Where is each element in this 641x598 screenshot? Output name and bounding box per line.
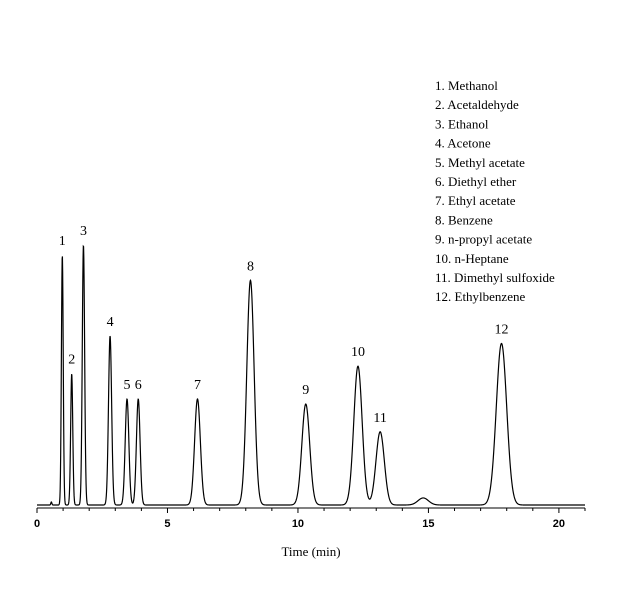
- peak-label-6: 6: [135, 378, 142, 393]
- x-axis: 0 5 10 15 20: [34, 507, 586, 530]
- x-tick-label: 15: [422, 518, 434, 530]
- legend-entry: 10. n-Heptane: [435, 251, 509, 266]
- peak-label-12: 12: [494, 322, 508, 337]
- x-tick-label: 20: [553, 518, 565, 530]
- legend-entry: 6. Diethyl ether: [435, 174, 517, 189]
- peak-label-2: 2: [68, 353, 75, 368]
- peak-label-11: 11: [373, 411, 386, 426]
- peak-label-3: 3: [80, 224, 87, 239]
- legend-entry: 9. n-propyl acetate: [435, 232, 532, 247]
- legend-entry: 5. Methyl acetate: [435, 155, 525, 170]
- x-tick-label: 0: [34, 518, 40, 530]
- peak-label-10: 10: [351, 345, 365, 360]
- legend-entry: 11. Dimethyl sulfoxide: [435, 270, 555, 285]
- peak-label-1: 1: [59, 234, 66, 249]
- legend-entry: 12. Ethylbenzene: [435, 289, 525, 304]
- legend: 1. Methanol 2. Acetaldehyde 3. Ethanol 4. A…: [435, 78, 555, 304]
- peak-label-9: 9: [302, 383, 309, 398]
- x-tick-label: 5: [164, 518, 170, 530]
- legend-entry: 2. Acetaldehyde: [435, 97, 519, 112]
- legend-entry: 7. Ethyl acetate: [435, 193, 516, 208]
- peak-label-7: 7: [194, 378, 201, 393]
- legend-entry: 4. Acetone: [435, 136, 491, 151]
- peak-label-4: 4: [107, 315, 114, 330]
- x-tick-label: 10: [292, 518, 304, 530]
- peak-label-8: 8: [247, 259, 254, 274]
- x-axis-label: Time (min): [281, 544, 340, 559]
- legend-entry: 1. Methanol: [435, 78, 498, 93]
- peak-label-5: 5: [124, 378, 131, 393]
- legend-entry: 8. Benzene: [435, 212, 493, 227]
- legend-entry: 3. Ethanol: [435, 116, 489, 131]
- chromatogram-trace: [37, 244, 585, 506]
